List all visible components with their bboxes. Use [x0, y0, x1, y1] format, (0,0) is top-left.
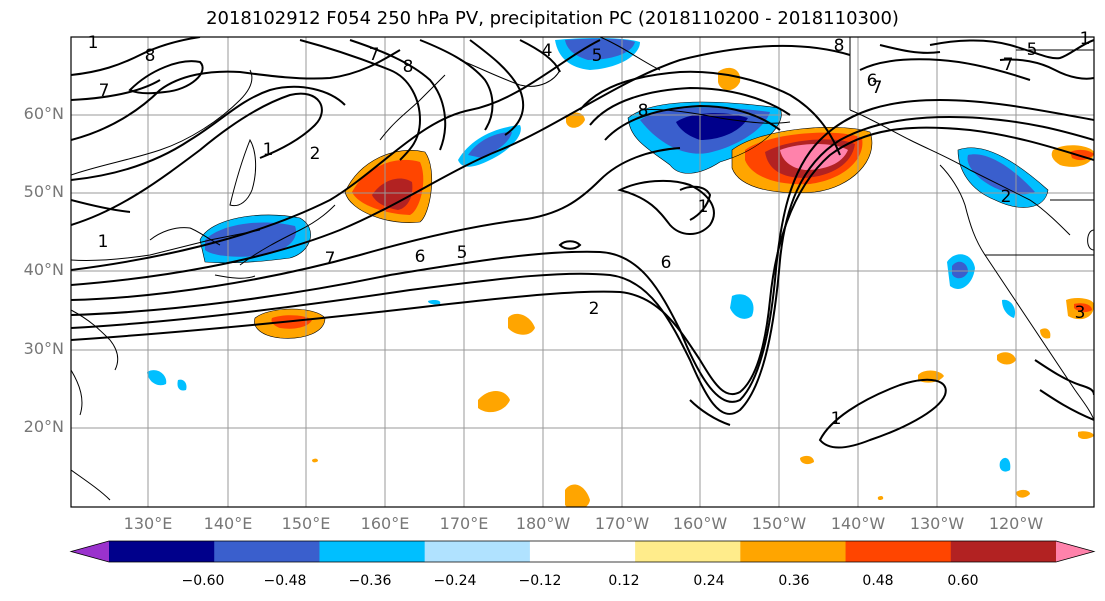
colorbar-bin: [740, 541, 847, 562]
colorbar-extend-low: [71, 541, 109, 562]
lon-label: 150°E: [281, 514, 331, 533]
contour-label: 1: [1080, 29, 1091, 49]
colorbar-bin: [845, 541, 952, 562]
lon-label: 120°W: [988, 514, 1044, 533]
lat-label: 40°N: [23, 260, 64, 279]
shading-outlines: [199, 101, 1049, 339]
contour-label: 8: [403, 57, 414, 77]
colorbar-tick-label: 0.60: [947, 573, 979, 589]
colorbar-bin: [635, 541, 741, 562]
colorbar-tick-label: 0.48: [862, 573, 894, 589]
contour-label: 1: [831, 409, 842, 429]
colorbar-bin: [950, 541, 1057, 562]
colorbar-tick-label: −0.60: [181, 573, 225, 589]
colorbar-extend-high: [1056, 541, 1094, 562]
contour-label: 7: [872, 78, 883, 98]
lon-label: 130°W: [909, 514, 965, 533]
colorbar-outline: [69, 540, 1096, 563]
contour-label: 1: [698, 197, 709, 217]
contour-label: 7: [325, 249, 336, 269]
contour-label: 2: [589, 299, 600, 319]
contour-label: 7: [99, 81, 110, 101]
contour-label: 4: [542, 41, 553, 61]
colorbar-bin: [424, 541, 531, 562]
contour-label: 1: [88, 33, 99, 53]
contour-label: 5: [592, 46, 603, 66]
colorbar-tick-label: −0.12: [518, 573, 562, 589]
colorbar: [69, 540, 1096, 563]
colorbar-bin: [214, 541, 320, 562]
contour-label: 7: [369, 45, 380, 65]
colorbar-bin: [529, 541, 636, 562]
contour-label: 7: [1003, 55, 1014, 75]
contour-label: 5: [457, 243, 468, 263]
lat-label: 30°N: [23, 339, 64, 358]
colorbar-tick-label: −0.24: [433, 573, 477, 589]
contour-label: 2: [310, 144, 321, 164]
contour-label: 1: [98, 232, 109, 252]
colorbar-bin: [319, 541, 426, 562]
coastlines: [71, 37, 1094, 501]
contour-label: 6: [661, 253, 672, 273]
lon-label: 140°W: [830, 514, 886, 533]
colorbar-tick-label: 0.12: [608, 573, 640, 589]
colorbar-tick-label: 0.36: [778, 573, 810, 589]
lon-label: 150°W: [751, 514, 807, 533]
contour-label: 8: [834, 36, 845, 56]
map-frame: [70, 36, 1095, 508]
lon-label: 160°E: [360, 514, 410, 533]
contour-label: 8: [145, 46, 156, 66]
pv-contours: [71, 37, 1094, 449]
lon-label: 140°E: [203, 514, 253, 533]
lon-label: 180°W: [515, 514, 571, 533]
contour-label: 5: [1027, 40, 1038, 60]
contour-label: 2: [1001, 187, 1012, 207]
lat-label: 60°N: [23, 104, 64, 123]
map-title: 2018102912 F054 250 hPa PV, precipitatio…: [206, 8, 899, 29]
contour-label: 8: [638, 101, 649, 121]
precip-positive-shading: [254, 67, 1094, 507]
lon-label: 160°W: [672, 514, 728, 533]
lat-label: 20°N: [23, 417, 64, 436]
colorbar-tick-label: 0.24: [693, 573, 725, 589]
colorbar-bin: [109, 541, 215, 562]
colorbar-tick-label: −0.48: [263, 573, 307, 589]
lon-label: 170°E: [439, 514, 489, 533]
contour-label: 6: [415, 247, 426, 267]
lon-label: 170°W: [594, 514, 650, 533]
contour-label: 3: [1075, 303, 1086, 323]
colorbar-tick-label: −0.36: [348, 573, 392, 589]
contour-label: 1: [263, 140, 274, 160]
contour-label: 6: [867, 71, 878, 91]
lon-label: 130°E: [123, 514, 173, 533]
graticule: [71, 37, 1094, 507]
lat-label: 50°N: [23, 182, 64, 201]
